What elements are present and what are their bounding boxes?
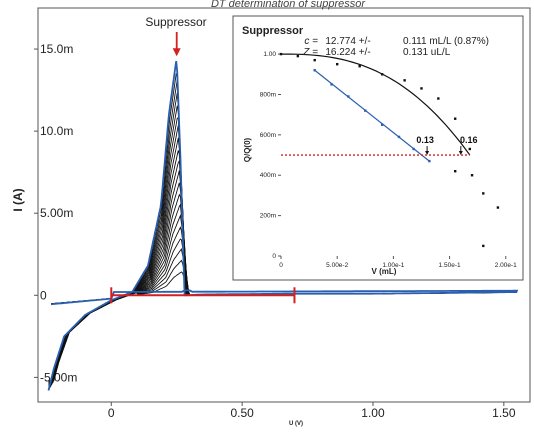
- data-point-blue: [313, 69, 316, 72]
- inset-y-label: Q/Q(0): [243, 137, 252, 162]
- legend-z-value: 16.224 +/-: [325, 47, 370, 58]
- data-point-black: [358, 65, 361, 68]
- inset-y-tick-label: 200m: [260, 213, 276, 220]
- inset-frame: [232, 15, 524, 281]
- x-tick-label: 1.50: [492, 406, 516, 420]
- inset-y-tick-label: 0: [272, 253, 276, 260]
- data-point-blue: [364, 109, 367, 112]
- marker-label: 0.16: [460, 135, 478, 145]
- inset-y-tick-label: 400m: [260, 172, 276, 179]
- inset-plot: 0 5.00e-2 1.00e-1 1.50e-1 2.00e-1 0 200m 400m 60…: [260, 51, 517, 269]
- legend-z-error: 0.131 uL/L: [403, 47, 451, 58]
- inset-y-tick-label: 600m: [260, 132, 276, 139]
- y-tick-label: 15.0m: [40, 42, 73, 56]
- data-point-blue: [412, 147, 415, 151]
- inset-x-tick-label: 1.50e-1: [439, 262, 461, 269]
- final-curve: [47, 60, 519, 391]
- data-point-blue: [397, 135, 401, 139]
- inset-x-label: V (mL): [372, 267, 397, 276]
- main-curves: [47, 60, 519, 391]
- inset-y-tick-label: 800m: [260, 91, 276, 98]
- data-point-blue: [380, 123, 384, 126]
- data-point-black: [403, 79, 406, 82]
- data-point-black: [313, 58, 316, 62]
- data-point-black: [453, 170, 457, 173]
- inset-y-tick-label: 1.00: [263, 51, 276, 58]
- fit-curve-black: [281, 53, 471, 156]
- legend-z-symbol: Z =: [302, 47, 318, 58]
- y-tick-label: 0: [40, 288, 47, 302]
- data-point-black: [453, 117, 457, 120]
- data-point-black: [470, 174, 474, 177]
- data-point-black: [335, 62, 339, 66]
- marker-arrow-head: [458, 151, 463, 156]
- data-point-black: [496, 206, 500, 209]
- inset-x-tick-label: 5.00e-2: [326, 262, 348, 269]
- inset-title: Suppressor: [242, 25, 304, 37]
- suppressor-annotation: Suppressor: [145, 15, 206, 29]
- marker-label: 0.13: [416, 135, 434, 145]
- inset-x-tick-label: 0: [279, 262, 283, 269]
- x-axis-label: U (V): [289, 421, 303, 427]
- suppressor-arrow-head: [172, 48, 181, 57]
- data-point-black: [437, 97, 440, 100]
- y-tick-label: 5.00m: [40, 206, 73, 220]
- legend-c-value: 12.774 +/-: [325, 36, 370, 47]
- chart-title: DT determination of suppressor: [211, 0, 366, 10]
- data-point-black: [468, 147, 471, 151]
- legend-c-error: 0.111 mL/L (0.87%): [403, 36, 489, 47]
- legend-c-symbol: c =: [304, 36, 318, 47]
- data-point-black: [279, 52, 283, 56]
- x-tick-label: 1.00: [361, 406, 385, 420]
- data-point-black: [296, 54, 300, 58]
- data-point-blue: [347, 95, 350, 98]
- y-tick-label: -5.00m: [40, 370, 77, 384]
- x-tick-label: 0.50: [230, 406, 254, 420]
- data-point-black: [420, 87, 423, 90]
- x-tick-label: 0: [108, 406, 115, 420]
- data-point-black: [482, 192, 485, 195]
- inset-x-tick-label: 1.00e-1: [382, 262, 404, 269]
- data-point-blue: [428, 159, 431, 163]
- fit-line-blue: [314, 69, 430, 162]
- data-point-black: [380, 73, 384, 76]
- y-tick-label: 10.0m: [40, 124, 73, 138]
- data-point-black: [482, 244, 485, 248]
- main-axes: 0 0.50 1.00 1.50 -5.00m 0 5.00m 10.0m 15.0m: [34, 42, 516, 420]
- data-point-blue: [330, 83, 333, 86]
- inset-x-tick-label: 2.00e-1: [495, 262, 517, 269]
- y-axis-label: I (A): [11, 188, 25, 211]
- marker-arrow-head: [425, 151, 430, 156]
